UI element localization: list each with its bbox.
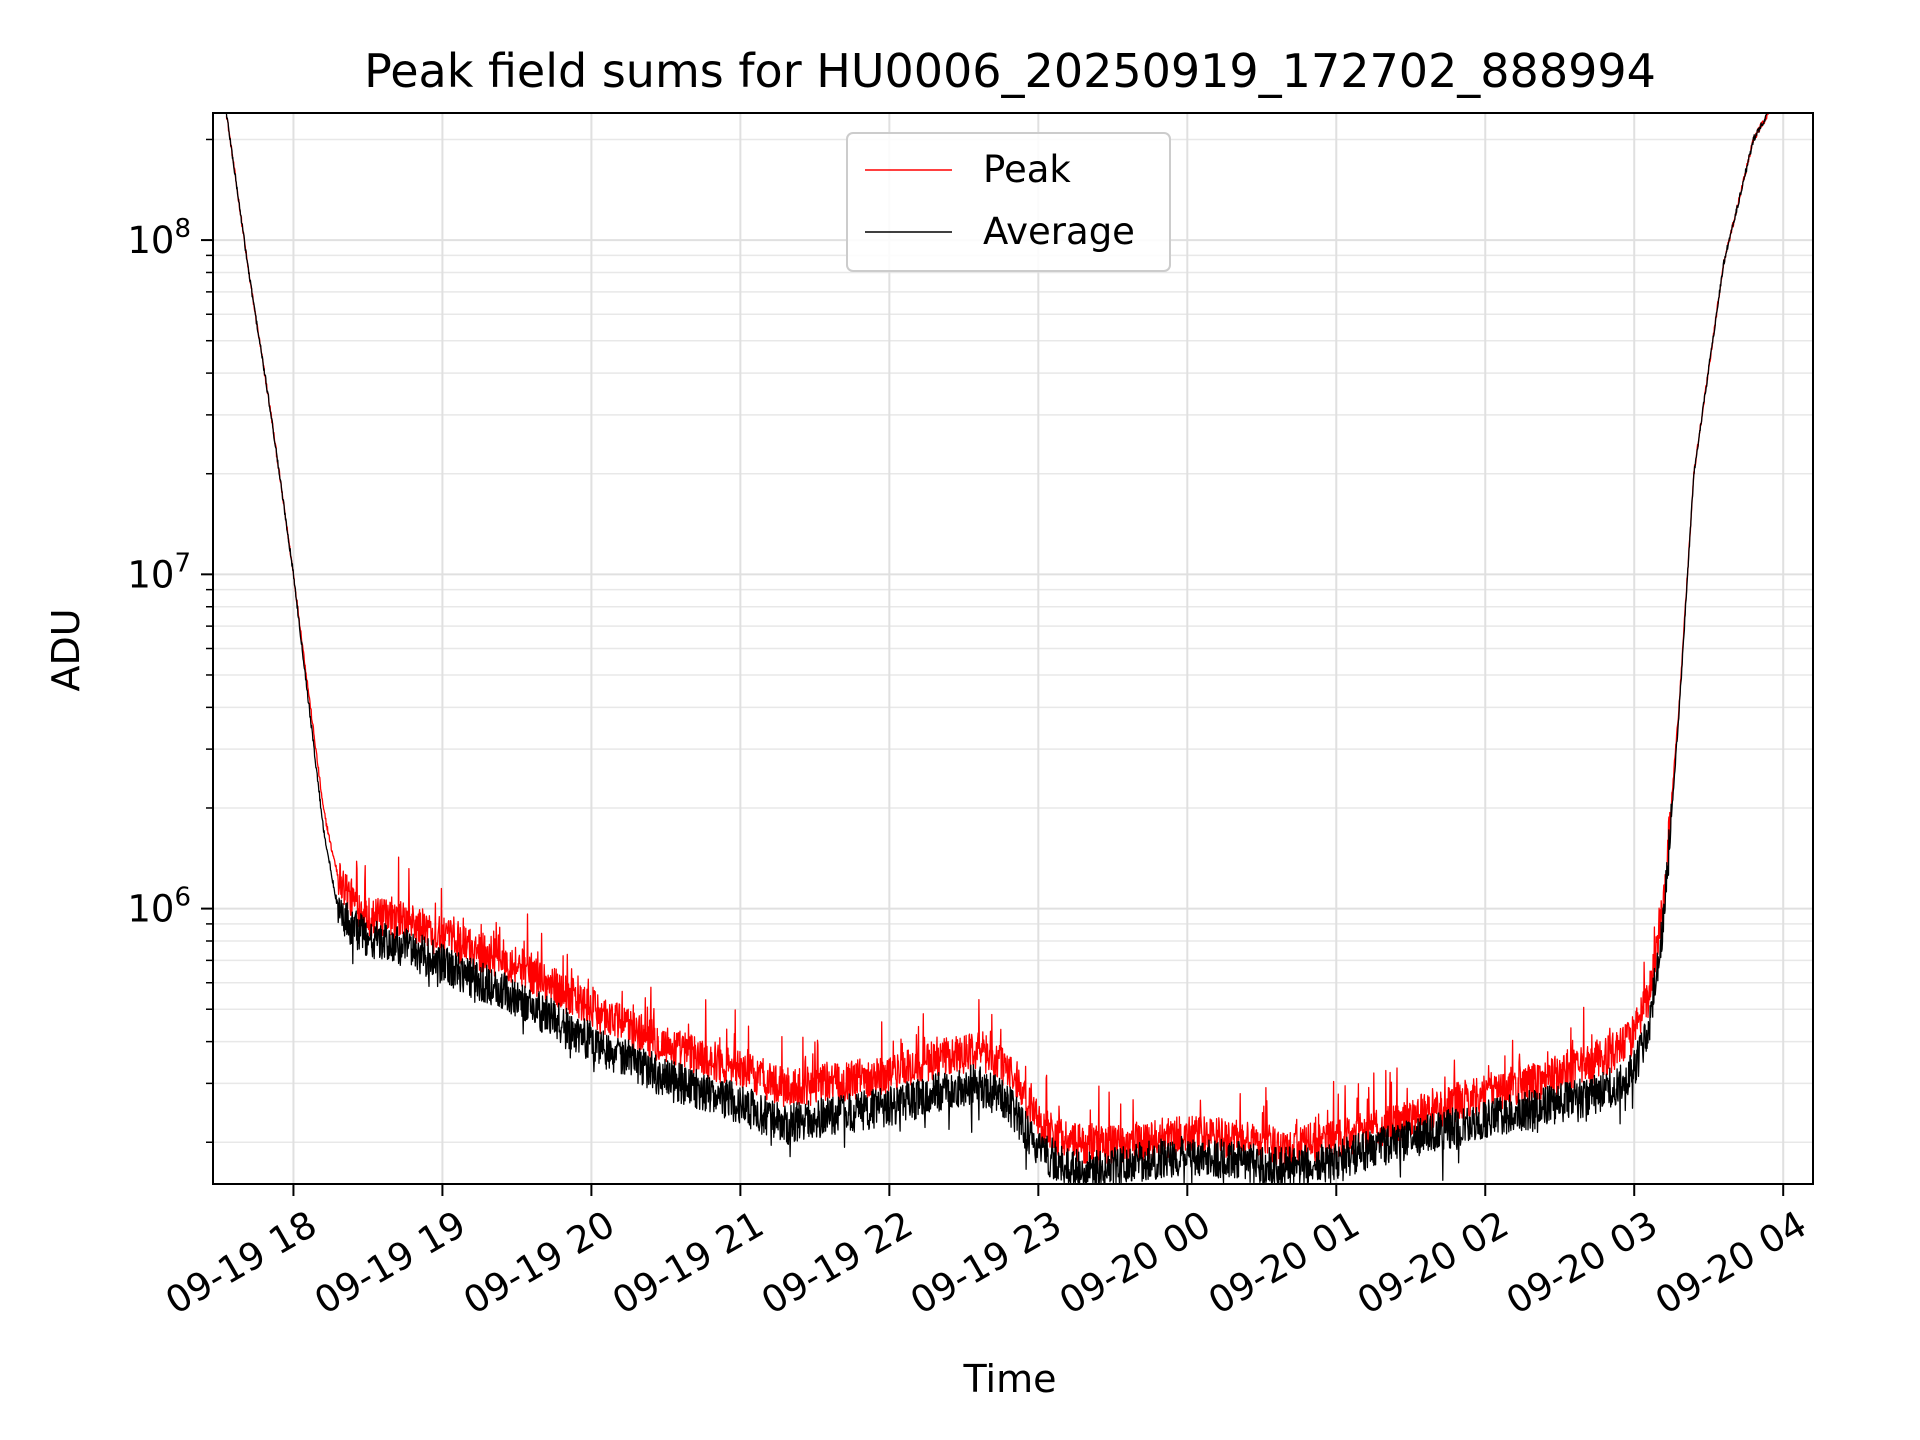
y-tick-label: 108	[127, 214, 191, 262]
legend-label-average: Average	[983, 210, 1135, 253]
y-axis-ticks: 106 107 108	[127, 138, 213, 1143]
legend-box	[846, 132, 1171, 272]
legend: Peak Average	[846, 132, 1171, 272]
average-series-line	[225, 112, 1769, 1184]
major-gridlines	[213, 113, 1813, 1184]
chart-title: Peak field sums for HU0006_20250919_1727…	[364, 44, 1656, 98]
y-tick-label: 107	[127, 548, 191, 596]
y-axis-label: ADU	[44, 608, 88, 691]
x-axis-label: Time	[963, 1357, 1057, 1401]
y-tick-label: 106	[127, 883, 191, 931]
series-layer	[225, 112, 1769, 1184]
minor-gridlines	[213, 138, 1813, 1143]
legend-label-peak: Peak	[983, 148, 1071, 191]
